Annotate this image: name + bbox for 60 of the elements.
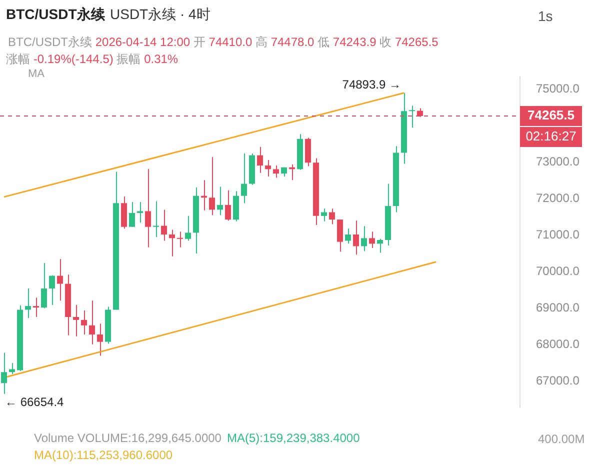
candlestick	[257, 146, 263, 174]
y-tick-label: 69000.0	[536, 300, 580, 315]
candlestick	[209, 156, 215, 216]
y-tick-label: 68000.0	[536, 337, 580, 352]
text: 400.00M	[538, 432, 585, 446]
y-tick-label: 73000.0	[536, 154, 580, 169]
candlestick	[321, 208, 327, 222]
y-tick-label: 72000.0	[536, 191, 580, 206]
y-tick-label: 70000.0	[536, 264, 580, 278]
candlestick	[9, 362, 15, 374]
candlestick	[265, 160, 271, 177]
annotation: MA	[28, 68, 44, 80]
text: 涨幅 -0.19%(-144.5) 振幅 0.31%	[6, 51, 178, 68]
candlestick	[145, 168, 151, 248]
ref-line-label: 74265.5	[528, 108, 574, 123]
candlestick	[121, 196, 127, 230]
text: 1s	[538, 8, 553, 24]
candlestick	[353, 220, 359, 256]
candlestick	[377, 238, 383, 254]
text: Volume VOLUME:16,299,645.0000	[34, 431, 222, 445]
y-tick-label: 67000.0	[536, 374, 580, 388]
candlestick	[217, 186, 223, 216]
candlestick	[169, 229, 175, 257]
candlestick	[369, 231, 375, 249]
candlestick	[337, 219, 343, 252]
chart-subtitle: USDT永续 · 4时	[110, 6, 210, 24]
candlestick	[89, 300, 95, 345]
candlestick	[241, 152, 247, 204]
candlestick	[33, 297, 39, 318]
annotation: 74893.9 →	[342, 77, 401, 92]
candlestick	[273, 165, 279, 178]
text: 02:16:27	[526, 128, 576, 144]
candlestick	[137, 202, 143, 223]
text: BTC/USDT永续 2026-04-14 12:00 开 74410.0 高 74478.0 低 74243.9 收 74265.5	[8, 35, 438, 49]
candlestick	[361, 226, 367, 252]
candlestick	[81, 310, 87, 336]
candlestick	[225, 190, 231, 222]
candlestick	[161, 209, 167, 242]
candlestick	[97, 323, 103, 356]
chart-title: BTC/USDT永续	[6, 6, 105, 24]
candlestick	[185, 215, 191, 242]
candlestick	[153, 200, 159, 238]
candlestick	[177, 231, 183, 248]
candlestick	[73, 304, 79, 337]
candlestick	[41, 262, 47, 309]
candlestick	[25, 288, 31, 319]
candlestick	[49, 274, 55, 306]
candlestick	[57, 258, 63, 302]
candlestick	[305, 137, 311, 167]
candlestick	[409, 105, 415, 128]
candlestick	[345, 228, 351, 244]
annotation: ← 66654.4	[5, 395, 64, 410]
candlestick	[329, 208, 335, 225]
y-tick-label: 75000.0	[536, 82, 580, 96]
y-tick-label: 71000.0	[536, 228, 580, 242]
candlestick	[1, 352, 7, 394]
text: MA(5):159,239,383.4000	[227, 431, 360, 445]
candlestick	[233, 190, 239, 222]
text: MA(10):115,253,960.6000	[34, 448, 173, 462]
candlestick	[129, 202, 135, 228]
